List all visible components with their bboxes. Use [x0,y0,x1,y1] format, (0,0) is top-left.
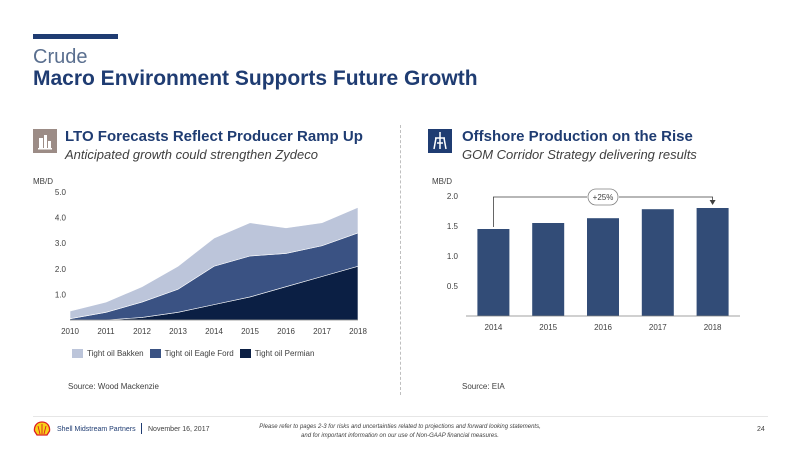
legend-label-eagle-ford: Tight oil Eagle Ford [164,349,234,358]
legend-item-eagle-ford: Tight oil Eagle Ford [149,349,234,358]
area-y-tick-4-0: 4.0 [55,214,67,223]
bar-2017 [641,209,674,316]
page-title: Macro Environment Supports Future Growth [33,67,478,90]
area-series-tight-oil-bakken [69,206,359,320]
footer-separator [141,423,142,434]
oil-pumpjack-icon [33,129,57,153]
area-x-tick-2017: 2017 [313,327,331,336]
legend-item-bakken: Tight oil Bakken [72,349,144,358]
area-x-tick-2010: 2010 [61,327,79,336]
offshore-platform-icon [428,129,452,153]
disclaimer-line-1: Please refer to pages 2-3 for risks and … [259,424,541,430]
bar-y-tick-1-0: 1.0 [447,252,459,261]
footer-rule [33,416,768,417]
area-x-tick-2014: 2014 [205,327,223,336]
bar-2018 [696,208,729,316]
section-kicker: Crude [33,46,88,68]
panel-divider [400,125,401,395]
right-panel-title: Offshore Production on the Rise [462,128,693,145]
growth-callout-label: +25% [593,193,614,202]
area-y-tick-2-0: 2.0 [55,265,67,274]
area-x-tick-2012: 2012 [133,327,151,336]
area-y-tick-1-0: 1.0 [55,290,67,299]
shell-logo [33,421,51,437]
page-number: 24 [757,426,765,433]
legend-item-permian: Tight oil Permian [239,349,315,358]
left-unit-label: MB/D [33,177,53,186]
right-panel-subtitle: GOM Corridor Strategy delivering results [462,147,697,162]
bar-x-tick-2018: 2018 [704,323,722,332]
area-x-tick-2016: 2016 [277,327,295,336]
growth-callout-pill [587,188,619,206]
bar-x-tick-2017: 2017 [649,323,667,332]
lto-area-chart: 2010 2011 2012 2013 2014 2015 2016 2017 2018 1.0 2… [55,188,368,336]
left-source: Source: Wood Mackenzie [68,382,160,391]
area-y-tick-3-0: 3.0 [55,239,67,248]
area-x-tick-2011: 2011 [97,327,115,336]
left-panel-subtitle: Anticipated growth could strengthen Zyde… [65,147,318,162]
legend-swatch-bakken [72,349,83,358]
right-source: Source: EIA [462,382,505,391]
bar-2014 [477,229,510,316]
area-y-tick-5-0: 5.0 [55,188,67,197]
bar-2015 [532,223,565,316]
legend-label-permian: Tight oil Permian [254,349,315,358]
bar-2016 [587,218,619,316]
bar-x-tick-2016: 2016 [594,323,612,332]
header-accent-bar [33,34,118,39]
bar-x-tick-2015: 2015 [539,323,557,332]
bar-x-tick-2014: 2014 [485,323,503,332]
left-panel-title: LTO Forecasts Reflect Producer Ramp Up [65,128,363,145]
area-x-tick-2018: 2018 [349,327,367,336]
area-chart-legend: Tight oil Bakken Tight oil Eagle Ford Ti… [72,349,320,358]
legend-swatch-eagle-ford [149,349,161,358]
bar-y-tick-1-5: 1.5 [447,222,459,231]
legend-label-bakken: Tight oil Bakken [87,349,144,358]
bar-y-tick-2-0: 2.0 [447,192,459,201]
footer-company: Shell Midstream Partners [57,426,136,433]
right-unit-label: MB/D [432,177,452,186]
area-x-tick-2015: 2015 [241,327,259,336]
footer-date: November 16, 2017 [148,426,210,433]
offshore-bar-chart: 2014 2015 2016 2017 2018 0.5 1.0 1.5 2.0 +25% [447,188,740,332]
growth-arrowhead [709,200,716,205]
disclaimer-line-2: and for important information on our use… [301,433,499,439]
legend-swatch-permian [239,349,251,358]
footer-disclaimer: Please refer to pages 2-3 for risks and … [220,423,580,441]
area-x-tick-2013: 2013 [169,327,187,336]
bar-y-tick-0-5: 0.5 [447,282,459,291]
